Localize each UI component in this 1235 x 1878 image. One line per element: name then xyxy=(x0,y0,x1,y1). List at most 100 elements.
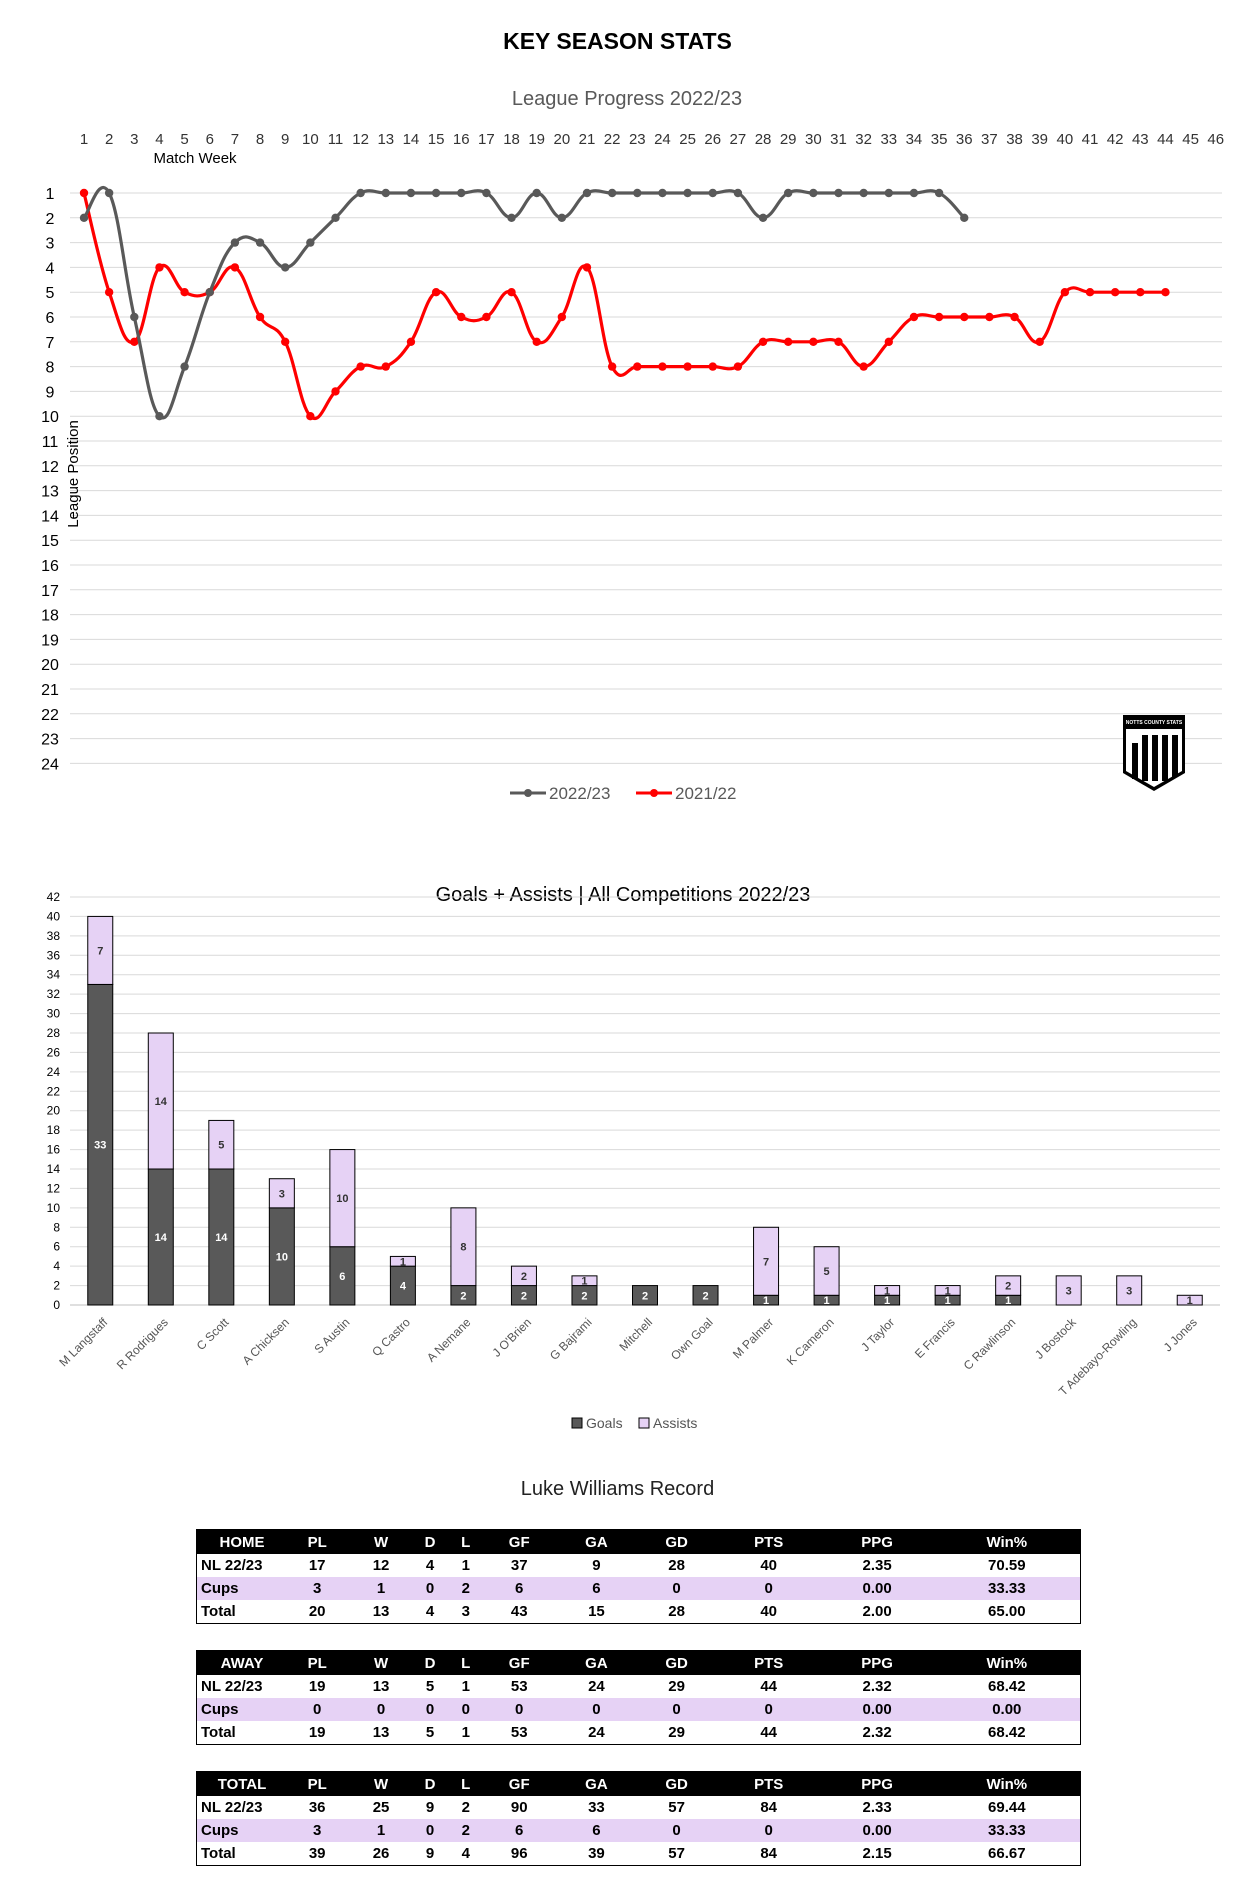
column-header: GD xyxy=(636,1650,717,1675)
header-row: AWAY PL W D L GF GA GD PTS PPG Win% xyxy=(196,1650,1081,1675)
y-tick-label: 28 xyxy=(47,1026,61,1040)
y-tick-label: 20 xyxy=(47,1104,61,1118)
table-cell: 19 xyxy=(283,1721,352,1745)
bar-group-c-scott: 14 5 xyxy=(208,1119,235,1306)
column-header: PPG xyxy=(820,1529,934,1554)
data-point xyxy=(834,337,843,346)
row-label: NL 22/23 xyxy=(196,1675,283,1698)
x-tick-label: 4 xyxy=(155,131,163,148)
table-cell: 70.59 xyxy=(933,1554,1081,1577)
y-tick-label: 24 xyxy=(47,1065,61,1079)
data-point xyxy=(255,312,265,322)
table-cell: 5 xyxy=(410,1721,450,1745)
category-label: C Rawlinson xyxy=(961,1315,1019,1373)
bar-group-own-goal: 2 xyxy=(692,1285,719,1306)
category-label: Own Goal xyxy=(668,1315,716,1363)
table-label: AWAY xyxy=(196,1650,283,1675)
goals-label: 10 xyxy=(276,1251,288,1263)
y-tick-label: 1 xyxy=(46,186,55,203)
table-cell: 0 xyxy=(556,1698,637,1721)
y-tick-label: 5 xyxy=(46,285,55,302)
data-point xyxy=(406,188,416,198)
data-point xyxy=(884,337,893,346)
y-tick-label: 22 xyxy=(41,707,59,724)
table-row: Total 20 13 4 3 43 15 28 40 2.00 65.00 xyxy=(196,1600,1081,1624)
series-2022-23 xyxy=(79,185,969,421)
assists-bar xyxy=(450,1207,477,1287)
assists-bar xyxy=(208,1119,235,1170)
bar-group-j-bostock: 3 xyxy=(1055,1275,1082,1306)
data-point xyxy=(1110,288,1120,297)
table-cell: 0 xyxy=(636,1819,717,1842)
x-tick-label: 9 xyxy=(281,131,289,148)
category-label: R Rodrigues xyxy=(114,1315,171,1372)
bar-group-k-cameron: 15 xyxy=(813,1246,840,1307)
table-cell: 3 xyxy=(449,1600,483,1624)
goals-label: 1 xyxy=(824,1295,830,1307)
x-tick-label: 38 xyxy=(1006,131,1023,148)
x-tick-label: 17 xyxy=(478,131,495,148)
y-tick-label: 2 xyxy=(46,211,55,228)
column-header: D xyxy=(410,1650,450,1675)
away-record-table: AWAY PL W D L GF GA GD PTS PPG Win% NL 22/23 19 13 5 1 5… xyxy=(196,1650,1081,1745)
x-tick-label: 12 xyxy=(352,131,369,148)
logo-stripe xyxy=(1132,743,1138,779)
category-label: E Francis xyxy=(912,1315,958,1361)
table-cell: 44 xyxy=(716,1675,821,1698)
goals-bar xyxy=(208,1168,235,1306)
table-row: Total 19 13 5 1 53 24 29 44 2.32 68.42 xyxy=(196,1721,1081,1745)
x-tick-label: 13 xyxy=(377,131,394,148)
column-header: PTS xyxy=(716,1650,821,1675)
category-label: J Jones xyxy=(1161,1315,1200,1354)
bar-group-r-rodrigues: 14 14 xyxy=(147,1032,174,1306)
y-tick-label: 14 xyxy=(41,508,59,525)
table-cell: 9 xyxy=(556,1554,637,1577)
bar-group-a-chicksen: 10 3 xyxy=(268,1178,295,1306)
assists-label: 1 xyxy=(400,1256,406,1268)
assists-bar xyxy=(510,1265,537,1287)
table-cell: 37 xyxy=(482,1554,557,1577)
data-point xyxy=(859,362,868,371)
data-point xyxy=(281,337,290,346)
y-tick-label: 17 xyxy=(41,583,59,600)
goals-bar xyxy=(147,1168,174,1306)
data-point xyxy=(155,412,164,421)
y-tick-label: 38 xyxy=(47,929,61,943)
y-tick-label: 22 xyxy=(47,1084,61,1098)
data-point xyxy=(457,188,466,198)
y-tick-label: 10 xyxy=(41,409,59,426)
row-label: Cups xyxy=(196,1698,283,1721)
x-tick-label: 35 xyxy=(931,131,948,148)
x-tick-label: 27 xyxy=(730,131,747,148)
logo-stripe xyxy=(1162,735,1168,781)
goals-bar xyxy=(87,983,114,1306)
y-tick-label: 9 xyxy=(46,384,55,401)
category-label: K Cameron xyxy=(784,1315,837,1368)
assists-label: 1 xyxy=(581,1276,587,1288)
data-point xyxy=(733,362,743,371)
x-tick-label: 1 xyxy=(80,131,88,148)
column-header: GA xyxy=(556,1650,637,1675)
column-header: W xyxy=(351,1529,411,1554)
data-point xyxy=(482,188,491,198)
table-cell: 29 xyxy=(636,1721,717,1745)
x-tick-label: 30 xyxy=(805,131,822,148)
table-cell: 2.35 xyxy=(820,1554,934,1577)
y-tick-label: 13 xyxy=(41,484,59,501)
x-tick-label: 32 xyxy=(855,131,872,148)
data-point xyxy=(557,312,567,322)
column-header: GF xyxy=(482,1529,557,1554)
table-cell: 96 xyxy=(482,1842,557,1866)
table-cell: 5 xyxy=(410,1675,450,1698)
table-cell: 0.00 xyxy=(820,1698,934,1721)
header-row: HOME PL W D L GF GA GD PTS PPG Win% xyxy=(196,1529,1081,1554)
table-cell: 0 xyxy=(283,1698,352,1721)
table-row: NL 22/23 17 12 4 1 37 9 28 40 2.35 70.59 xyxy=(196,1554,1081,1577)
column-header: D xyxy=(410,1771,450,1796)
table-cell: 13 xyxy=(351,1675,411,1698)
data-point xyxy=(104,188,114,198)
y-tick-label: 34 xyxy=(47,968,61,982)
table-cell: 6 xyxy=(482,1819,557,1842)
data-point xyxy=(960,213,969,222)
legend-label-assists: Assists xyxy=(653,1415,697,1431)
